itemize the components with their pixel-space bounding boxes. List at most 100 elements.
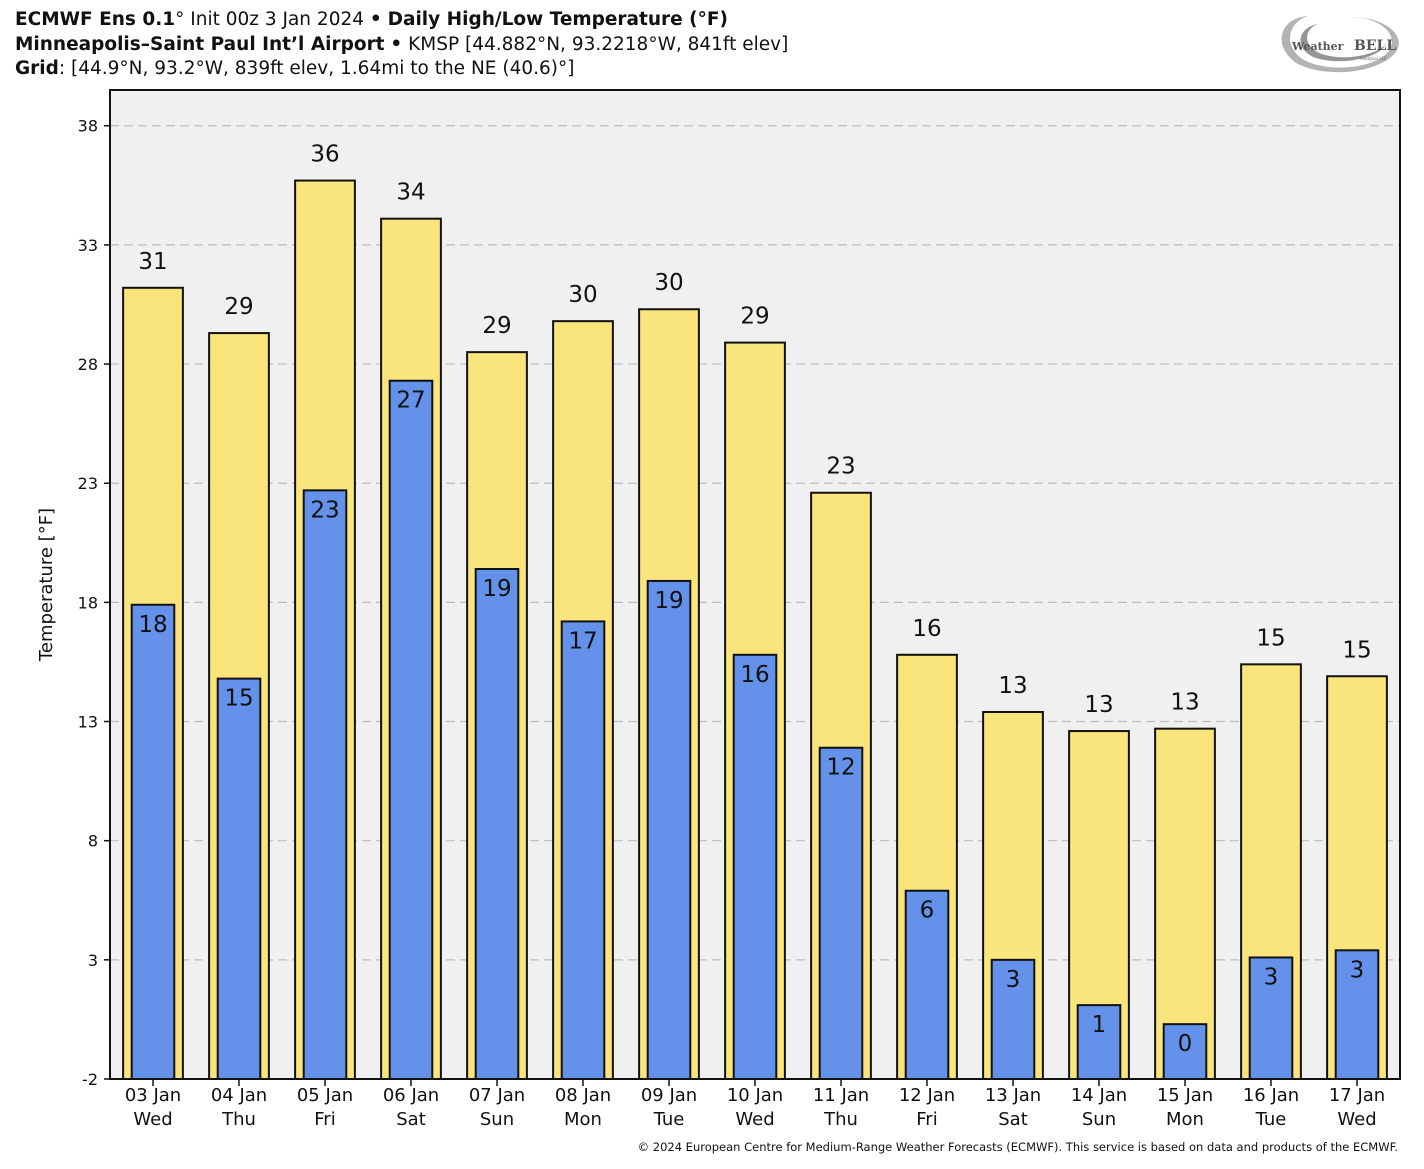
low-bar: [130, 603, 176, 1081]
high-value-label: 13: [1170, 690, 1199, 716]
low-bar: [1076, 1004, 1122, 1080]
station-name: Minneapolis–Saint Paul Int’l Airport: [15, 33, 385, 55]
logo-tagline: Analytics LLC: [1360, 56, 1387, 61]
x-tick-date: 16 Jan: [1243, 1085, 1299, 1106]
low-bar: [1334, 949, 1380, 1081]
x-tick-day: Mon: [564, 1109, 602, 1130]
x-tick-date: 04 Jan: [211, 1085, 267, 1106]
x-tick-day: Fri: [916, 1109, 937, 1130]
low-value-label: 19: [654, 588, 683, 614]
high-value-label: 30: [654, 270, 683, 296]
low-value-label: 19: [482, 576, 511, 602]
copyright-footer: © 2024 European Centre for Medium-Range …: [637, 1140, 1398, 1154]
low-value-label: 23: [310, 497, 339, 523]
x-tick-date: 14 Jan: [1071, 1085, 1127, 1106]
x-tick-date: 06 Jan: [383, 1085, 439, 1106]
x-tick-date: 11 Jan: [813, 1085, 869, 1106]
y-tick-label: 13: [78, 713, 98, 732]
high-value-label: 34: [396, 180, 425, 206]
degree-symbol: °: [175, 9, 185, 30]
y-axis-label: Temperature [°F]: [36, 508, 57, 662]
x-tick-date: 15 Jan: [1157, 1085, 1213, 1106]
weatherbell-logo: Weather BELL Analytics LLC: [1281, 16, 1399, 73]
x-tick-date: 13 Jan: [985, 1085, 1041, 1106]
high-value-label: 15: [1256, 625, 1285, 651]
x-tick-day: Sun: [1082, 1109, 1116, 1130]
high-value-label: 16: [912, 616, 941, 642]
header-line-1: ECMWF Ens 0.1° Init 00z 3 Jan 2024 • Dai…: [15, 8, 788, 33]
x-tick-day: Sun: [480, 1109, 514, 1130]
y-tick-label: 18: [78, 593, 98, 612]
header-line-3: Grid: [44.9°N, 93.2°W, 839ft elev, 1.64m…: [15, 57, 788, 82]
high-value-label: 29: [740, 304, 769, 330]
x-tick-day: Wed: [1337, 1109, 1376, 1130]
high-value-label: 29: [482, 313, 511, 339]
low-value-label: 18: [138, 612, 167, 638]
x-tick-day: Tue: [653, 1109, 685, 1130]
x-tick-day: Wed: [735, 1109, 774, 1130]
low-value-label: 16: [740, 662, 769, 688]
high-value-label: 29: [224, 294, 253, 320]
x-tick-day: Thu: [221, 1109, 256, 1130]
logo-text-right: BELL: [1354, 38, 1396, 54]
x-tick-date: 08 Jan: [555, 1085, 611, 1106]
bars: [122, 179, 1388, 1081]
low-value-label: 3: [1350, 957, 1365, 983]
low-value-label: 0: [1178, 1031, 1193, 1057]
y-tick-label: 38: [78, 117, 98, 136]
data-labels: 3118291536233427291930173019291623121661…: [138, 142, 1371, 1058]
x-tick-date: 07 Jan: [469, 1085, 525, 1106]
bullet-2: •: [390, 33, 403, 55]
high-value-label: 31: [138, 249, 167, 275]
low-bar: [474, 568, 520, 1080]
low-bar: [1162, 1023, 1208, 1081]
x-tick-day: Thu: [823, 1109, 858, 1130]
init-time: Init 00z 3 Jan 2024: [190, 9, 364, 30]
grid-label: Grid: [15, 58, 59, 79]
model-name: ECMWF Ens 0.1: [15, 9, 176, 30]
y-tick-label: -2: [82, 1070, 98, 1089]
low-bar: [388, 379, 434, 1080]
x-tick-date: 12 Jan: [899, 1085, 955, 1106]
low-value-label: 27: [396, 388, 425, 414]
low-value-label: 6: [920, 898, 935, 924]
header-line-2: Minneapolis–Saint Paul Int’l Airport • K…: [15, 33, 788, 58]
low-bar: [1248, 956, 1294, 1081]
x-axis: 03 Jan Wed 04 Jan Thu 05 Jan Fri 06 Jan Sat 07 J…: [125, 1079, 1385, 1130]
y-tick-label: 33: [78, 236, 98, 255]
low-bar: [560, 620, 606, 1080]
x-tick-day: Sat: [998, 1109, 1028, 1130]
x-tick-day: Mon: [1166, 1109, 1204, 1130]
x-tick-day: Fri: [314, 1109, 335, 1130]
station-details: KMSP [44.882°N, 93.2218°W, 841ft elev]: [408, 33, 789, 55]
x-tick-date: 17 Jan: [1329, 1085, 1385, 1106]
low-bar: [732, 653, 778, 1081]
high-value-label: 13: [1084, 692, 1113, 718]
x-tick-date: 03 Jan: [125, 1085, 181, 1106]
y-tick-label: 23: [78, 474, 98, 493]
low-bar: [904, 889, 950, 1081]
x-tick-date: 10 Jan: [727, 1085, 783, 1106]
bullet-1: •: [369, 9, 382, 30]
chart-header: ECMWF Ens 0.1° Init 00z 3 Jan 2024 • Dai…: [15, 8, 788, 82]
high-value-label: 36: [310, 142, 339, 168]
x-tick-day: Wed: [133, 1109, 172, 1130]
low-bar: [646, 579, 692, 1080]
low-value-label: 1: [1092, 1012, 1107, 1038]
low-bar: [818, 746, 864, 1080]
low-value-label: 12: [826, 755, 855, 781]
high-bar: [1154, 727, 1216, 1080]
low-value-label: 15: [224, 686, 253, 712]
low-value-label: 3: [1006, 967, 1021, 993]
y-tick-label: 28: [78, 355, 98, 374]
logo-text-left: Weather: [1291, 40, 1344, 53]
y-tick-label: 3: [88, 951, 98, 970]
high-value-label: 15: [1342, 637, 1371, 663]
x-tick-day: Tue: [1255, 1109, 1287, 1130]
high-value-label: 13: [998, 673, 1027, 699]
grid-details: : [44.9°N, 93.2°W, 839ft elev, 1.64mi to…: [58, 58, 575, 79]
x-tick-day: Sat: [396, 1109, 426, 1130]
x-tick-date: 09 Jan: [641, 1085, 697, 1106]
